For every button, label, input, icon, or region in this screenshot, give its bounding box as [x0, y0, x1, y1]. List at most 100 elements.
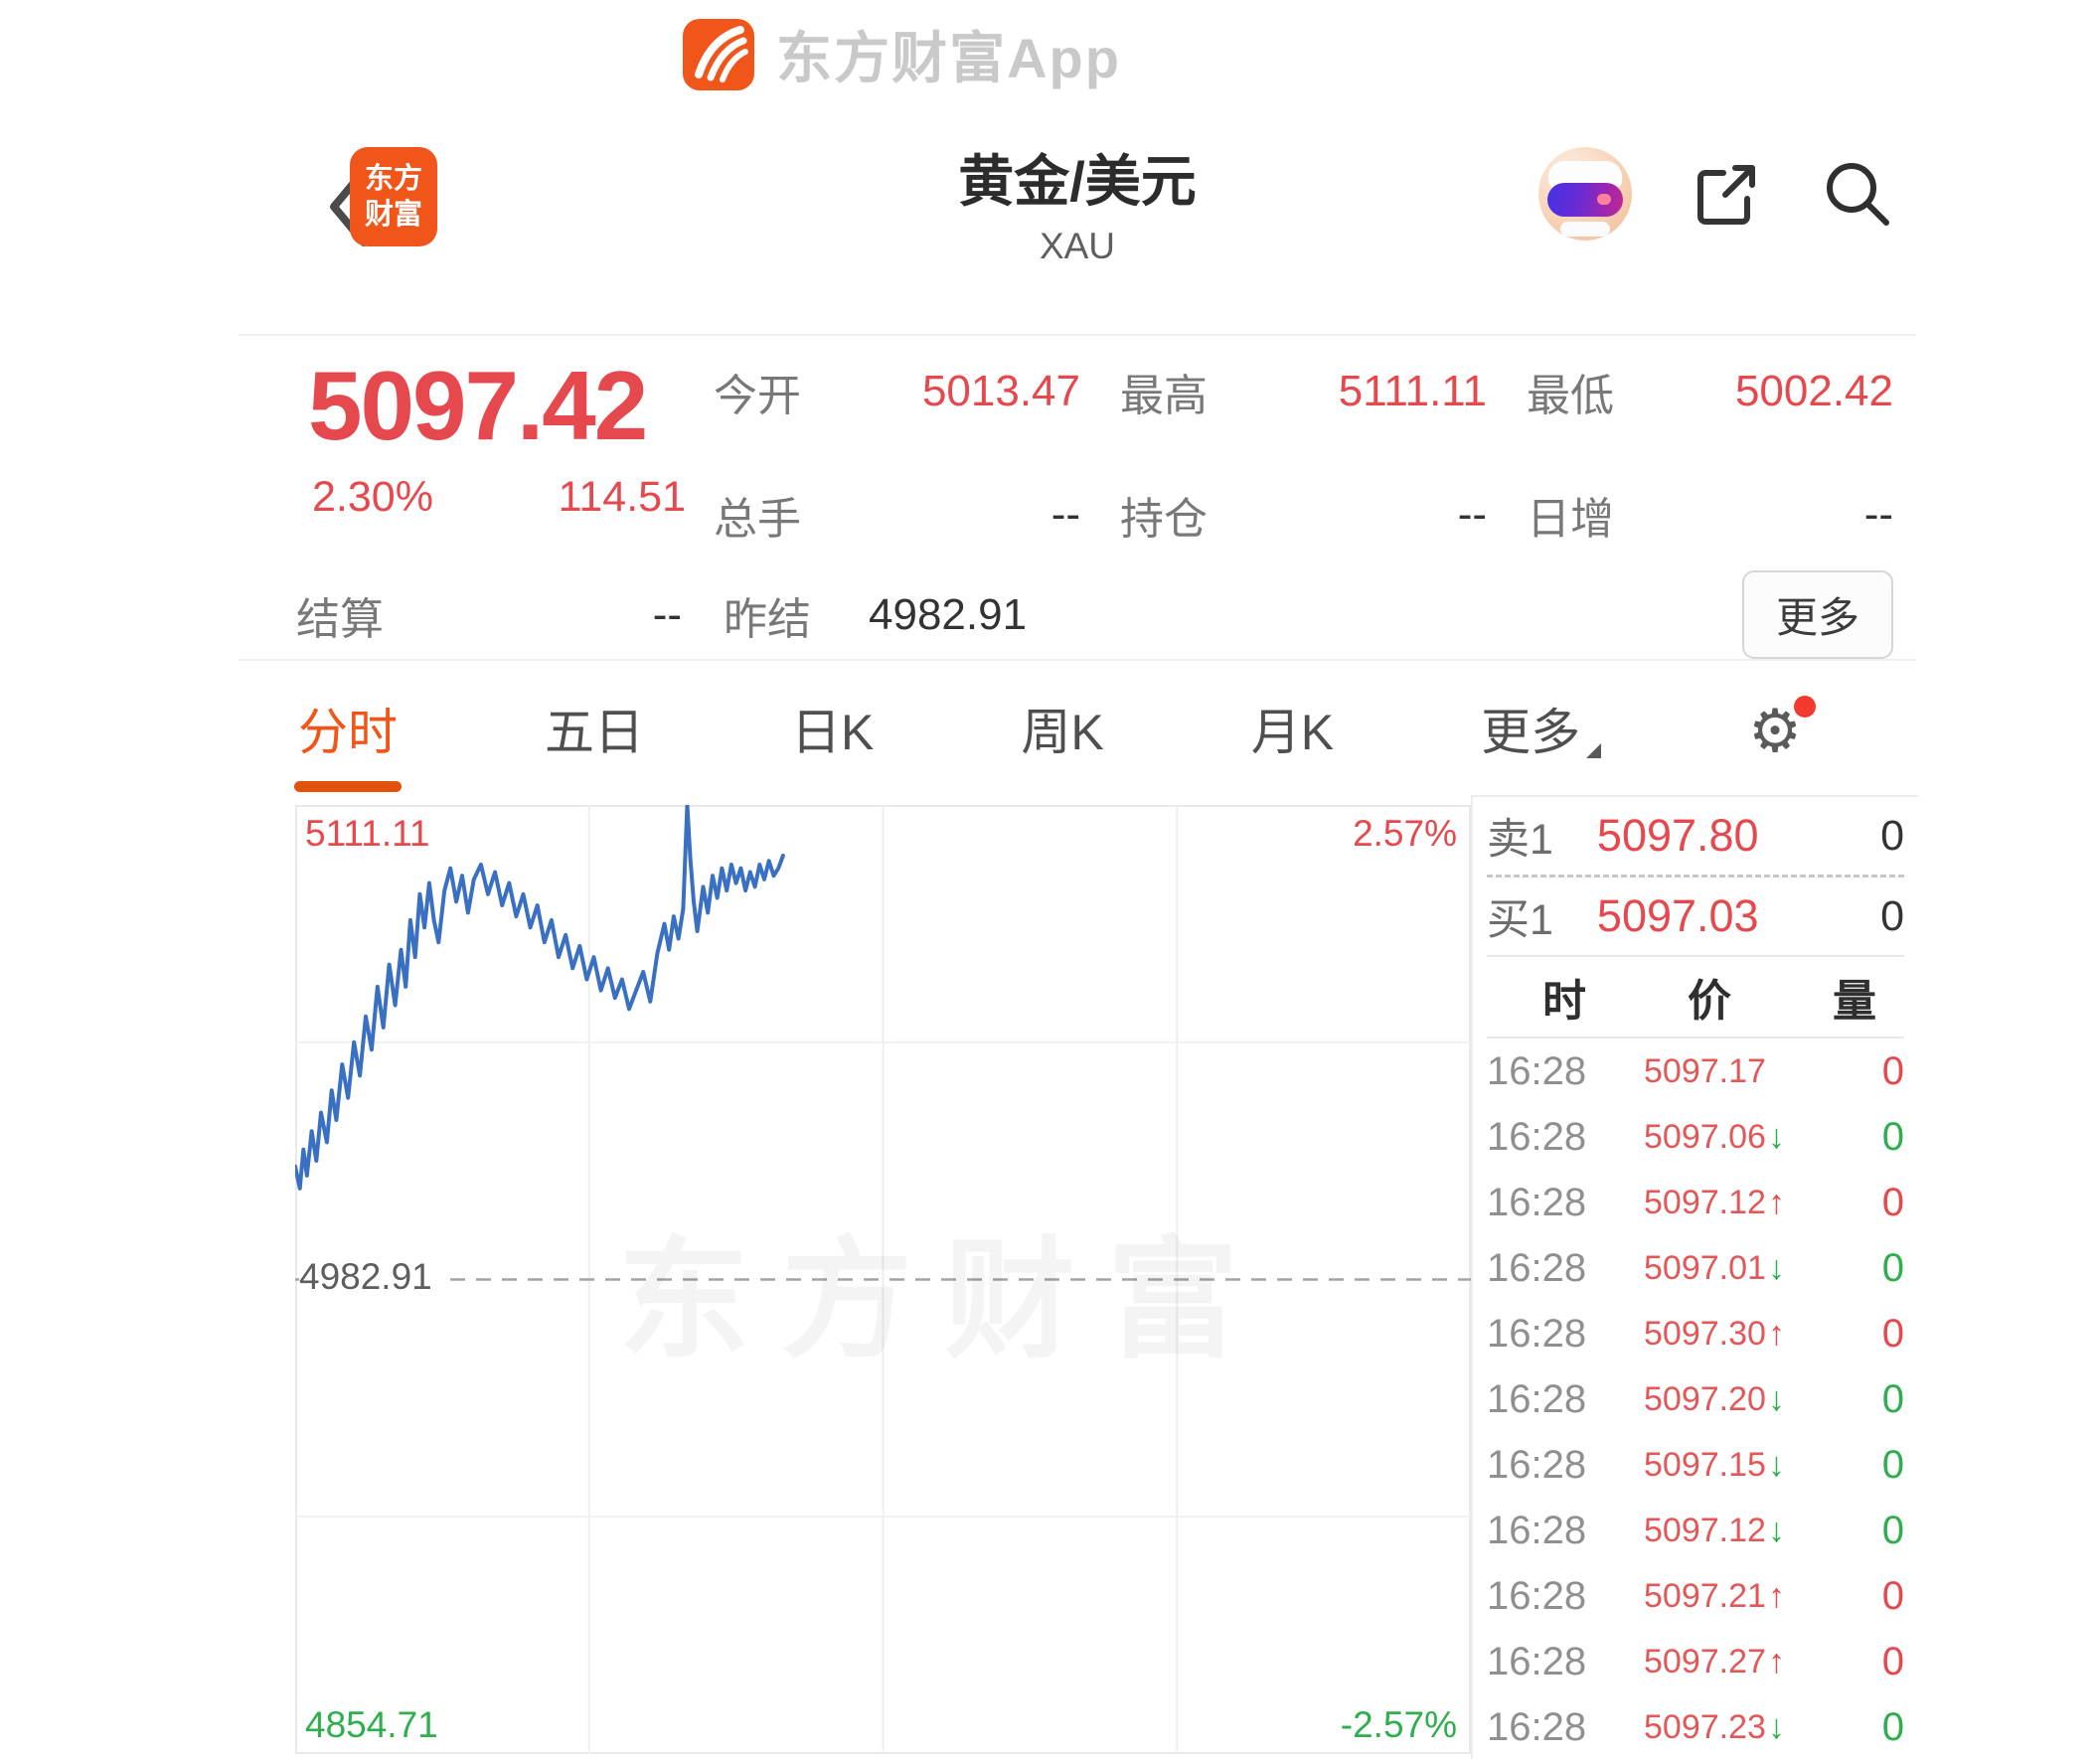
trade-time: 16:28	[1487, 1639, 1587, 1683]
badge-line1: 东方	[364, 162, 422, 195]
trade-row[interactable]: 16:28 5097.01 ↓ 0	[1487, 1235, 1904, 1301]
trade-volume: 0	[1881, 1573, 1904, 1618]
tab-more-label: 更多	[1481, 705, 1581, 760]
stats-grid: 今开 5013.47 最高 5111.11 最低 5002.42 总手 -- 持…	[714, 360, 1893, 547]
bid-row[interactable]: 买1 5097.03 0	[1487, 878, 1904, 955]
trade-price: 5097.12	[1644, 1511, 1766, 1549]
trade-time: 16:28	[1487, 1048, 1587, 1093]
trade-row[interactable]: 16:28 5097.15 ↓ 0	[1487, 1432, 1904, 1498]
robot-visor	[1547, 183, 1623, 217]
nav-icons	[1538, 147, 1894, 240]
bid-price: 5097.03	[1596, 890, 1759, 941]
stat-low: 最低 5002.42	[1527, 360, 1893, 423]
trade-volume: 0	[1881, 1639, 1904, 1683]
divider	[239, 334, 1916, 336]
last-price: 5097.42	[308, 351, 648, 460]
stat-label: 今开	[714, 372, 801, 420]
trade-price: 5097.27	[1644, 1642, 1766, 1680]
divider	[1487, 955, 1904, 957]
stat-value: 5002.42	[1734, 367, 1893, 415]
trade-volume: 0	[1881, 1048, 1904, 1093]
trade-price: 5097.23	[1644, 1707, 1766, 1746]
ai-assistant-avatar-icon[interactable]	[1538, 147, 1632, 240]
chart-canvas	[295, 805, 1471, 1754]
eastmoney-badge-icon: 东方 财富	[350, 147, 437, 246]
divider	[1487, 1037, 1904, 1039]
trade-price: 5097.06	[1644, 1117, 1766, 1156]
change-percent: 2.30%	[312, 473, 433, 521]
trade-row[interactable]: 16:28 5097.27 ↑ 0	[1487, 1629, 1904, 1694]
stat-volume: 总手 --	[714, 483, 1080, 547]
tab-weekly-k[interactable]: 周K	[1021, 705, 1104, 760]
trade-price: 5097.21	[1644, 1576, 1766, 1615]
tab-daily-k[interactable]: 日K	[791, 705, 875, 760]
chart-watermark: 东方财富	[618, 1195, 1270, 1384]
trade-direction-arrow-icon: ↓	[1767, 1445, 1785, 1484]
stat-value: --	[1863, 490, 1893, 539]
trade-price: 5097.15	[1644, 1445, 1766, 1484]
order-book-panel: 卖1 5097.80 0 买1 5097.03 0 时 价 量 16:28 50…	[1471, 795, 1918, 1759]
chart-tab-bar: 分时 五日 日K 周K 月K 更多 ⚙	[298, 668, 1816, 795]
divider	[239, 659, 1916, 661]
trade-price: 5097.20	[1644, 1379, 1766, 1418]
stat-open: 今开 5013.47	[714, 360, 1080, 423]
trade-volume: 0	[1881, 1442, 1904, 1487]
stat-value: 5111.11	[1338, 367, 1487, 415]
header-volume: 量	[1833, 977, 1876, 1026]
stat-high: 最高 5111.11	[1120, 360, 1487, 423]
trade-row[interactable]: 16:28 5097.23 ↓ 0	[1487, 1694, 1904, 1759]
y-axis-high-label: 5111.11	[305, 813, 430, 854]
tab-monthly-k[interactable]: 月K	[1250, 705, 1335, 760]
trade-row[interactable]: 16:28 5097.12 ↓ 0	[1487, 1498, 1904, 1563]
trade-time: 16:28	[1487, 1573, 1587, 1618]
stat-open-interest: 持仓 --	[1120, 483, 1487, 547]
change-value: 114.51	[558, 473, 686, 521]
page-title: 黄金/美元	[958, 150, 1197, 213]
trade-time: 16:28	[1487, 1180, 1587, 1224]
trade-volume: 0	[1881, 1311, 1904, 1356]
trade-volume: 0	[1881, 1376, 1904, 1421]
tick-list-header: 时 价 量	[1487, 957, 1904, 1037]
search-icon[interactable]	[1821, 157, 1894, 231]
trade-row[interactable]: 16:28 5097.30 ↑ 0	[1487, 1301, 1904, 1366]
stat-label: 持仓	[1120, 495, 1208, 544]
header-price: 价	[1688, 977, 1731, 1026]
trade-row[interactable]: 16:28 5097.21 ↑ 0	[1487, 1563, 1904, 1629]
bid-volume: 0	[1880, 891, 1904, 940]
tab-minute[interactable]: 分时	[298, 693, 398, 770]
percent-high-label: 2.57%	[1353, 813, 1457, 854]
trade-direction-arrow-icon: ↑	[1767, 1576, 1785, 1615]
settle-label: 结算	[296, 594, 384, 644]
trade-direction-arrow-icon: ↑	[1767, 1642, 1785, 1680]
badge-line2: 财富	[364, 199, 422, 231]
share-icon[interactable]	[1690, 157, 1763, 231]
trade-volume: 0	[1881, 1508, 1904, 1552]
trade-time: 16:28	[1487, 1311, 1587, 1356]
corner-triangle-icon	[1586, 743, 1602, 758]
app-banner: 东方财富App	[0, 14, 1951, 94]
title-block: 黄金/美元 XAU	[239, 137, 1916, 267]
trade-direction-arrow-icon: ↓	[1767, 1379, 1785, 1418]
stat-label: 最高	[1120, 372, 1208, 420]
ask-row[interactable]: 卖1 5097.80 0	[1487, 797, 1904, 875]
stat-value: 5013.47	[921, 367, 1080, 415]
trade-price: 5097.01	[1644, 1248, 1766, 1287]
trade-row[interactable]: 16:28 5097.17 0	[1487, 1039, 1904, 1104]
trade-time: 16:28	[1487, 1508, 1587, 1552]
trade-volume: 0	[1881, 1245, 1904, 1290]
trade-list: 16:28 5097.17 0 16:28 5097.06 ↓ 0 16:28 …	[1487, 1039, 1904, 1759]
dashed-divider	[1487, 875, 1904, 878]
more-button[interactable]: 更多	[1741, 570, 1893, 659]
settle-value: --	[652, 589, 682, 639]
tab-five-day[interactable]: 五日	[545, 705, 645, 760]
ask-volume: 0	[1880, 811, 1904, 860]
intraday-chart[interactable]: 东方财富 5111.11 2.57% 4982.91 4854.71 -2.57…	[295, 805, 1471, 1754]
chart-settings-button[interactable]: ⚙	[1748, 696, 1816, 761]
trade-row[interactable]: 16:28 5097.06 ↓ 0	[1487, 1104, 1904, 1170]
trade-volume: 0	[1881, 1180, 1904, 1224]
trade-row[interactable]: 16:28 5097.12 ↑ 0	[1487, 1170, 1904, 1235]
y-axis-low-label: 4854.71	[305, 1704, 438, 1745]
tab-more[interactable]: 更多	[1481, 693, 1602, 770]
trade-row[interactable]: 16:28 5097.20 ↓ 0	[1487, 1366, 1904, 1432]
